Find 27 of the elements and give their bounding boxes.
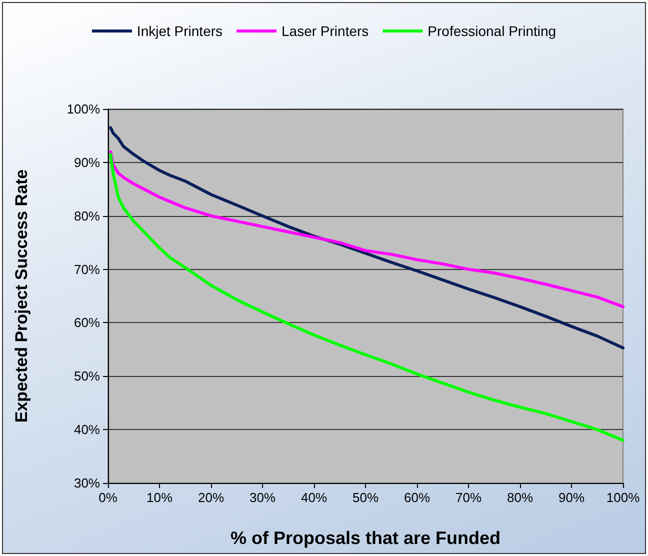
y-tick-label: 80% bbox=[74, 208, 100, 224]
y-tick-label: 30% bbox=[74, 476, 100, 490]
y-tick-label: 70% bbox=[74, 262, 100, 277]
x-tick-label: 100% bbox=[606, 490, 640, 505]
x-tick-label: 10% bbox=[146, 490, 173, 505]
x-tick-label: 50% bbox=[352, 490, 379, 505]
x-tick-label: 0% bbox=[98, 490, 118, 505]
x-tick-label: 30% bbox=[249, 490, 276, 505]
line-series bbox=[109, 150, 624, 308]
y-axis-title: Expected Project Success Rate bbox=[12, 169, 31, 423]
y-tick-label: 100% bbox=[66, 102, 100, 116]
y-tick-label: 50% bbox=[74, 368, 100, 384]
y-tick-label: 90% bbox=[74, 154, 100, 170]
x-tick-label: 20% bbox=[198, 490, 224, 505]
legend-label: Professional Printing bbox=[428, 23, 556, 39]
x-axis-title: % of Proposals that are Funded bbox=[230, 528, 501, 548]
x-tick-label: 90% bbox=[558, 490, 585, 505]
y-tick-label: 60% bbox=[74, 315, 100, 330]
y-tick-label: 40% bbox=[74, 422, 100, 438]
x-tick-label: 80% bbox=[506, 490, 534, 505]
x-tick-label: 40% bbox=[300, 490, 328, 505]
x-tick-label: 70% bbox=[455, 490, 482, 505]
legend-label: Laser Printers bbox=[282, 23, 369, 39]
x-tick-label: 60% bbox=[404, 490, 430, 505]
line-series bbox=[109, 126, 624, 350]
legend-label: Inkjet Printers bbox=[136, 23, 223, 39]
line-series bbox=[109, 152, 624, 442]
